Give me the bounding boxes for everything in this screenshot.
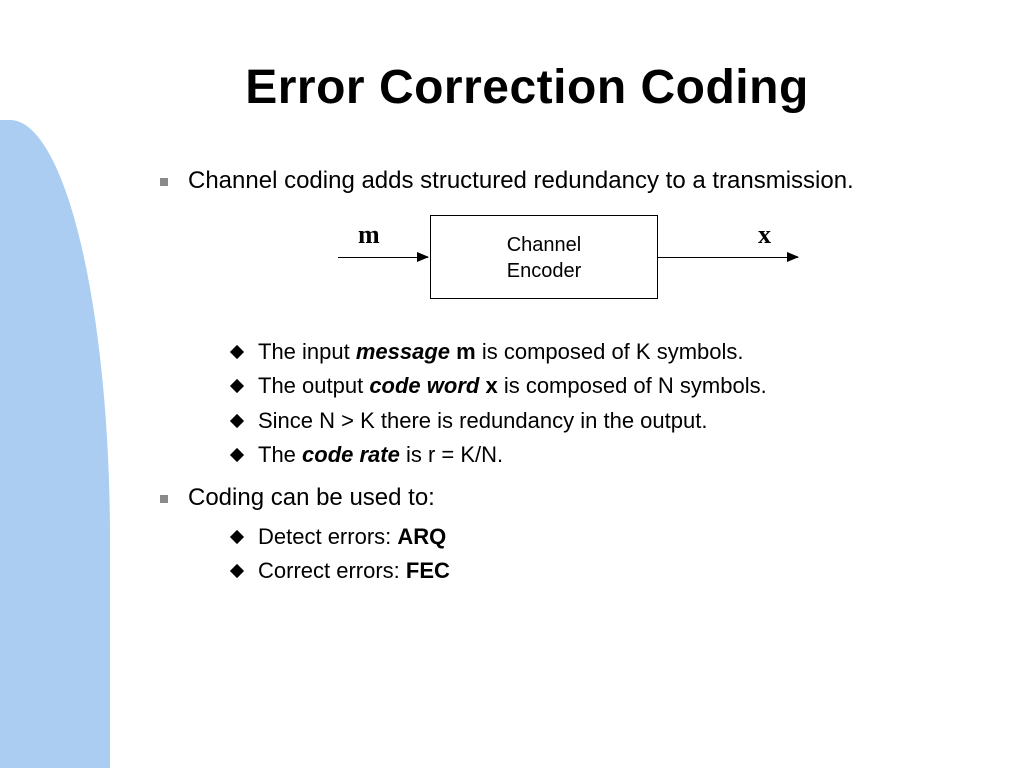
bullet-2-text: Coding can be used to: bbox=[188, 484, 435, 511]
t: Detect errors: bbox=[258, 524, 397, 549]
encoder-box-line1: Channel bbox=[431, 232, 657, 258]
slide-content: Error Correction Coding Channel coding a… bbox=[0, 0, 1024, 588]
arrow-out-icon bbox=[658, 257, 798, 258]
bullet-1-text: Channel coding adds structured redundanc… bbox=[188, 167, 854, 194]
diagram-output-label: x bbox=[758, 217, 771, 252]
encoder-box: Channel Encoder bbox=[430, 215, 658, 299]
sub-bullet-3: Since N > K there is redundancy in the o… bbox=[188, 404, 964, 438]
t: code rate bbox=[302, 442, 400, 467]
slide-title: Error Correction Coding bbox=[90, 60, 964, 115]
sub-bullet-2: The output code word x is composed of N … bbox=[188, 369, 964, 403]
t: FEC bbox=[406, 558, 450, 583]
arrow-in-icon bbox=[338, 257, 428, 258]
t: The output bbox=[258, 373, 369, 398]
t: Correct errors: bbox=[258, 558, 406, 583]
outer-list: Channel coding adds structured redundanc… bbox=[150, 165, 964, 588]
t: ARQ bbox=[397, 524, 446, 549]
t: is r = K/N. bbox=[400, 442, 503, 467]
diagram-input-label: m bbox=[358, 217, 380, 252]
sub-bullet-6: Correct errors: FEC bbox=[188, 554, 964, 588]
encoder-diagram: m Channel Encoder x bbox=[258, 207, 964, 317]
t: is composed of K symbols. bbox=[476, 339, 744, 364]
t: The input bbox=[258, 339, 356, 364]
t: x bbox=[485, 373, 497, 398]
sub-bullet-4: The code rate is r = K/N. bbox=[188, 438, 964, 472]
bullet-2: Coding can be used to: Detect errors: AR… bbox=[150, 482, 964, 589]
t: code word bbox=[369, 373, 479, 398]
t: is composed of N symbols. bbox=[498, 373, 767, 398]
sub-bullet-5: Detect errors: ARQ bbox=[188, 520, 964, 554]
encoder-box-line2: Encoder bbox=[431, 258, 657, 284]
t: message bbox=[356, 339, 450, 364]
sub-bullet-1: The input message m is composed of K sym… bbox=[188, 335, 964, 369]
inner-list-2: Detect errors: ARQ Correct errors: FEC bbox=[188, 520, 964, 588]
t: The bbox=[258, 442, 302, 467]
t: m bbox=[456, 339, 476, 364]
bullet-1: Channel coding adds structured redundanc… bbox=[150, 165, 964, 472]
inner-list-1: The input message m is composed of K sym… bbox=[188, 335, 964, 471]
